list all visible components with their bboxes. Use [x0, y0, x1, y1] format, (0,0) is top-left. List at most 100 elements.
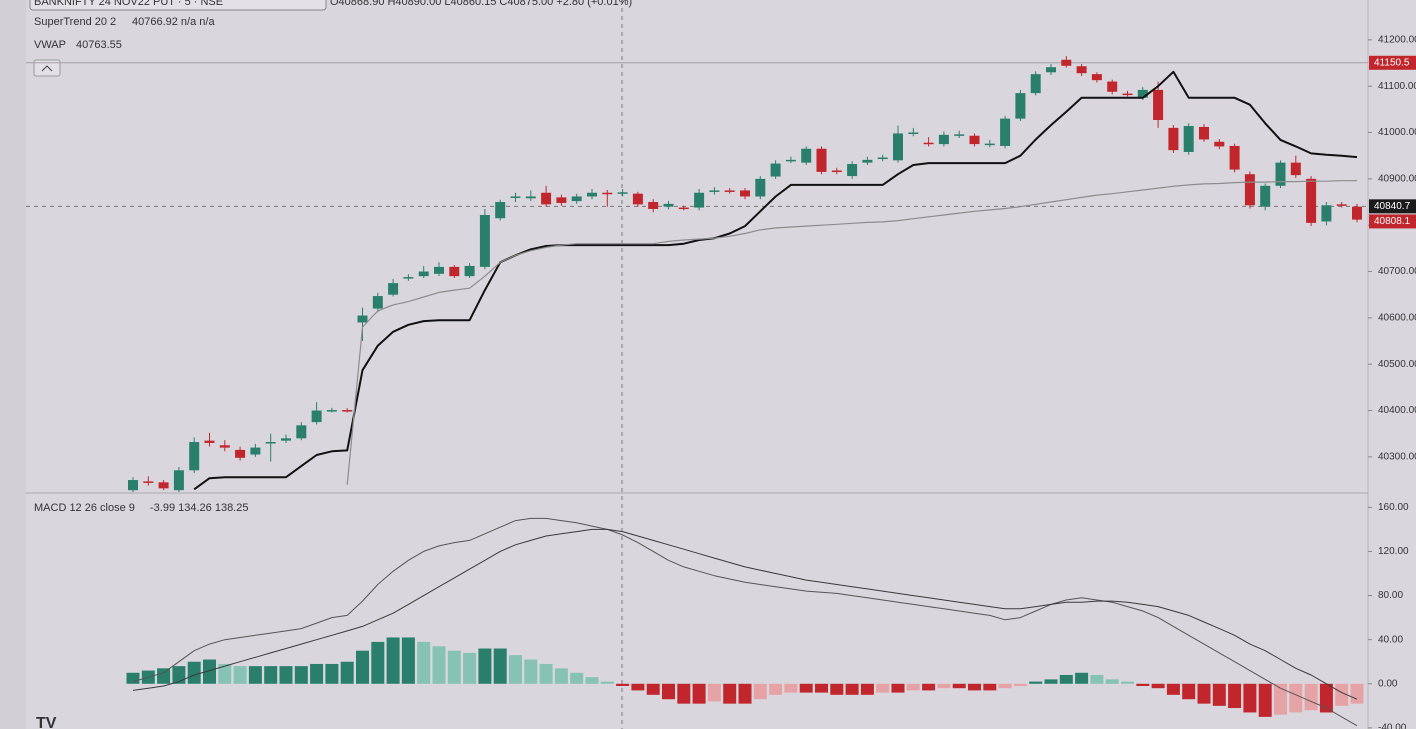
- candle-body: [785, 159, 796, 162]
- y-tick-label: 40700.00: [1378, 266, 1416, 277]
- histogram-bar: [356, 650, 369, 684]
- histogram-bar: [1044, 679, 1058, 684]
- candle-body: [740, 190, 750, 197]
- candle-body: [587, 192, 597, 197]
- candle-body: [281, 438, 291, 441]
- candle-body: [1137, 89, 1148, 98]
- y-tick-label: 0.00: [1378, 678, 1398, 689]
- candle-body: [694, 192, 705, 208]
- candle-body: [648, 202, 659, 209]
- candle-body: [1275, 162, 1286, 186]
- indicator-name: SuperTrend 20 2: [34, 16, 116, 28]
- candle-body: [510, 196, 521, 198]
- y-tick-label: 41000.00: [1378, 127, 1416, 138]
- candle-body: [1336, 204, 1347, 206]
- histogram-bar: [340, 661, 354, 684]
- histogram-bar: [554, 668, 568, 684]
- indicator-name: VWAP: [34, 39, 66, 51]
- candle-body: [1290, 162, 1301, 176]
- candle-body: [923, 142, 934, 145]
- candle-body: [1244, 174, 1255, 206]
- histogram-bar: [248, 666, 262, 684]
- histogram-bar: [172, 666, 186, 684]
- histogram-bar: [386, 637, 400, 684]
- indicator-line: [132, 528, 1358, 700]
- histogram-bar: [952, 683, 966, 689]
- histogram-bar: [585, 677, 599, 684]
- candle-body: [938, 134, 949, 145]
- histogram-bar: [1166, 683, 1180, 695]
- collapse-button[interactable]: [33, 59, 61, 77]
- candle-body: [525, 196, 536, 199]
- candle-body: [602, 192, 613, 195]
- histogram-bar: [738, 683, 752, 704]
- candle-body: [357, 315, 368, 323]
- histogram-bar: [1197, 683, 1211, 704]
- histogram-bar: [1075, 672, 1089, 684]
- histogram-bar: [1151, 683, 1165, 689]
- indicator-readout: 40766.92 n/a n/a: [132, 16, 215, 28]
- candle-body: [326, 410, 337, 412]
- candle-body: [755, 178, 766, 197]
- candle-body: [1306, 178, 1317, 223]
- candle-body: [403, 277, 414, 279]
- candle-body: [816, 148, 827, 172]
- histogram-bar: [570, 672, 584, 684]
- candle-body: [189, 442, 200, 471]
- histogram-bar: [815, 683, 828, 693]
- y-tick-label: 40400.00: [1378, 405, 1416, 416]
- candle-body: [495, 202, 506, 219]
- toolbar: [0, 0, 26, 729]
- candle-body: [449, 266, 460, 277]
- y-tick-label: 40.00: [1378, 634, 1403, 645]
- histogram-bar: [692, 683, 706, 704]
- histogram-bar: [1029, 681, 1043, 684]
- histogram-bar: [1289, 683, 1303, 713]
- price-tag: [1369, 199, 1416, 214]
- histogram-bar: [922, 683, 936, 691]
- logo: TV: [36, 715, 57, 729]
- candle-body: [893, 133, 903, 161]
- candle-body: [847, 164, 858, 177]
- candle-body: [1000, 118, 1011, 146]
- candle-body: [1122, 93, 1133, 96]
- y-tick-label: -40.00: [1378, 723, 1407, 729]
- histogram-bar: [1105, 679, 1119, 684]
- candle-body: [158, 482, 169, 489]
- candle-body: [372, 296, 383, 309]
- histogram-bar: [264, 666, 278, 684]
- histogram-bar: [447, 650, 461, 684]
- price-tag: [1369, 214, 1416, 229]
- histogram-bar: [677, 683, 691, 704]
- histogram-bar: [860, 683, 874, 695]
- histogram-bar: [432, 646, 446, 684]
- candle-body: [1199, 126, 1209, 140]
- y-tick-label: 41100.00: [1378, 81, 1416, 92]
- histogram-bar: [631, 683, 645, 691]
- macd-readout: -3.99 134.26 138.25: [150, 502, 248, 514]
- candle-body: [617, 192, 628, 194]
- candle-body: [954, 134, 965, 136]
- histogram-bar: [891, 683, 905, 693]
- symbol-box[interactable]: [29, 0, 327, 11]
- histogram-bar: [325, 663, 339, 684]
- histogram-bar: [417, 641, 431, 684]
- histogram-bar: [1243, 683, 1257, 713]
- histogram-bar: [233, 666, 247, 684]
- candle-body: [908, 132, 919, 135]
- histogram-bar: [1304, 683, 1318, 711]
- histogram-bar: [126, 672, 140, 684]
- y-tick-label: 41200.00: [1378, 34, 1416, 45]
- candle-body: [128, 480, 138, 491]
- macd-title: MACD 12 26 close 9: [34, 502, 135, 514]
- candle-body: [862, 159, 873, 163]
- histogram-bar: [616, 683, 630, 686]
- candle-body: [801, 148, 812, 163]
- candle-body: [724, 190, 735, 192]
- candle-body: [1107, 81, 1118, 92]
- candle-body: [1352, 206, 1362, 220]
- histogram-bar: [646, 683, 660, 695]
- histogram-bar: [600, 681, 614, 684]
- candle-body: [571, 196, 582, 202]
